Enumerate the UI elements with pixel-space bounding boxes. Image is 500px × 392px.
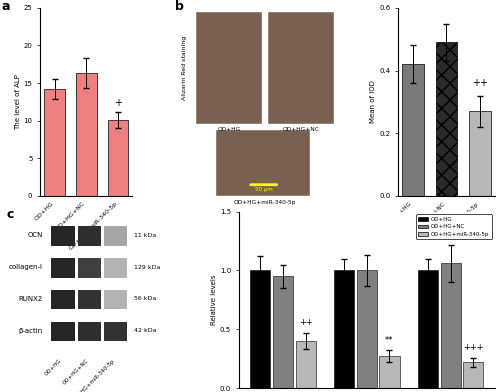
Bar [268,12,334,125]
Bar [436,42,458,196]
Bar [216,130,310,196]
Text: Alizarin Red staining: Alizarin Red staining [182,36,188,100]
Text: +: + [114,98,122,108]
Bar [402,64,424,196]
Bar [104,322,128,341]
Text: OD+HG+NC: OD+HG+NC [62,358,90,386]
Bar [463,362,483,388]
Bar [52,258,74,278]
Bar [44,89,65,196]
Text: 11 kDa: 11 kDa [134,233,156,238]
Y-axis label: Relative levels: Relative levels [211,275,217,325]
Text: +++: +++ [463,343,483,352]
Text: β-actin: β-actin [19,328,43,334]
Bar [357,270,377,388]
Text: OD+HG+miR-340-5p: OD+HG+miR-340-5p [71,358,116,392]
Bar [76,73,96,196]
Text: 56 kDa: 56 kDa [134,296,156,301]
Text: OD+HG+miR-340-5p: OD+HG+miR-340-5p [233,200,296,205]
Bar [334,270,354,388]
Bar [52,290,74,309]
Text: ++: ++ [299,318,312,327]
Text: RUNX2: RUNX2 [19,296,43,302]
Text: b: b [175,0,184,13]
Text: OD+HG: OD+HG [44,358,63,377]
Bar [52,227,74,246]
Bar [78,258,101,278]
Bar [440,263,460,388]
Text: **: ** [385,336,394,345]
Bar [78,227,101,246]
Text: OCN: OCN [28,232,43,238]
Text: c: c [6,208,14,221]
Bar [273,276,293,388]
Text: 129 kDa: 129 kDa [134,265,160,270]
Text: OD+HG+NC: OD+HG+NC [282,127,320,132]
Bar [104,290,128,309]
Bar [104,227,128,246]
Bar [108,120,128,196]
Text: collagen-I: collagen-I [9,264,43,270]
Text: 50 μm: 50 μm [255,187,272,192]
Bar [78,290,101,309]
Bar [380,356,400,388]
Bar [78,322,101,341]
Bar [469,111,490,196]
Text: OD+HG: OD+HG [218,127,241,132]
Bar [418,270,438,388]
Bar [104,258,128,278]
Text: a: a [1,0,10,13]
Text: 42 kDa: 42 kDa [134,328,156,333]
Y-axis label: Mean of IOD: Mean of IOD [370,80,376,123]
Y-axis label: The level of ALP: The level of ALP [14,74,20,130]
Text: ++: ++ [472,78,488,88]
Bar [196,12,262,125]
Bar [296,341,316,388]
Bar [52,322,74,341]
Bar [250,270,270,388]
Legend: OD+HG, OD+HG+NC, OD+HG+miR-340-5p: OD+HG, OD+HG+NC, OD+HG+miR-340-5p [416,214,492,240]
